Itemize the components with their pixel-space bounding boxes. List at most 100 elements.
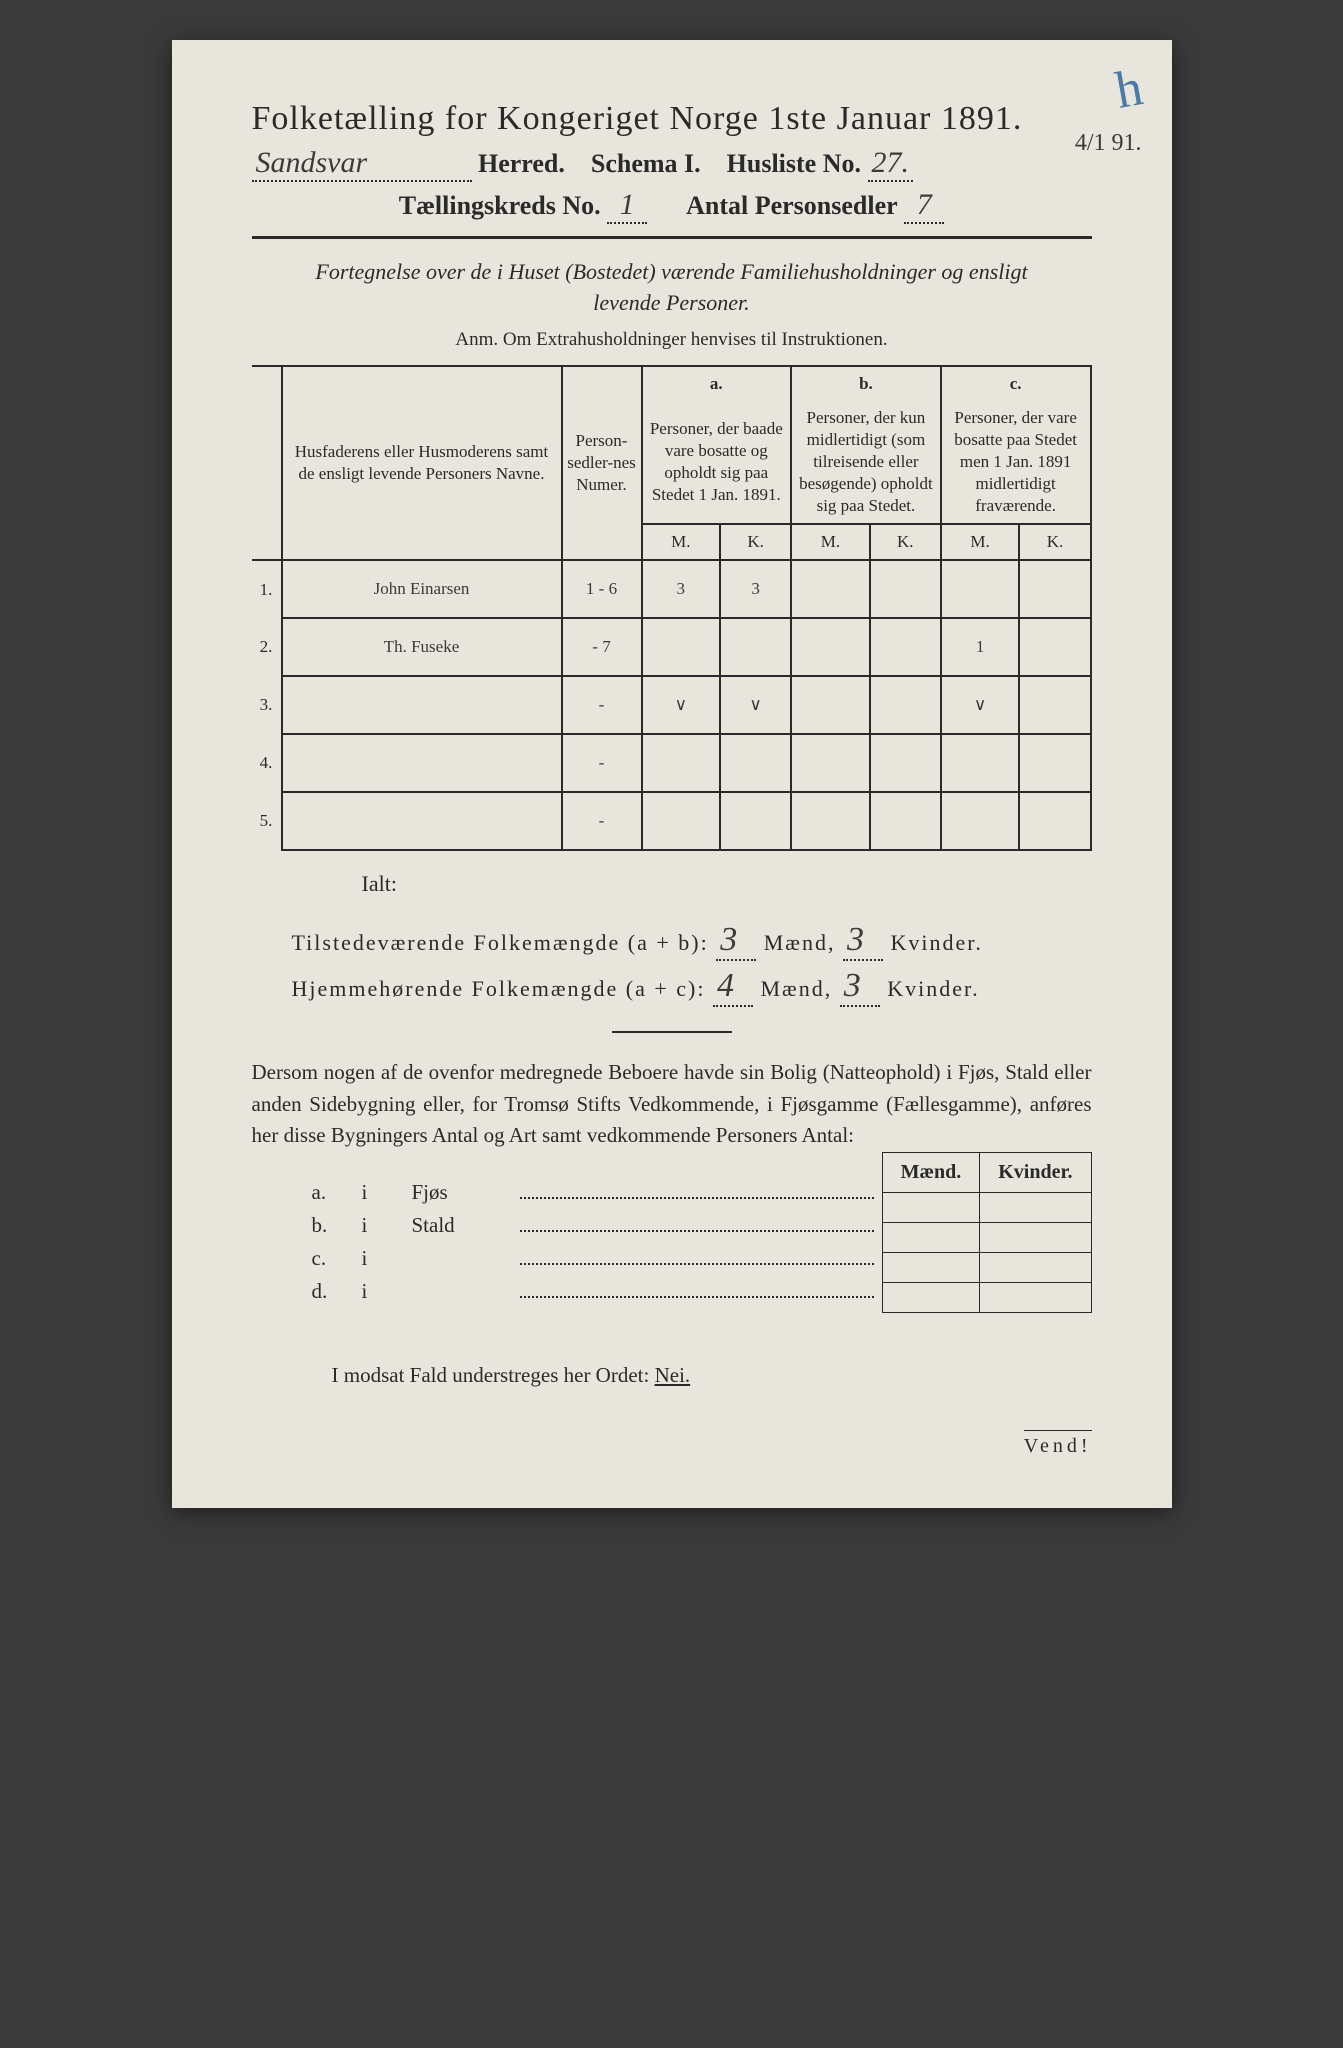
hjemme-k: 3: [840, 967, 880, 1007]
main-title: Folketælling for Kongeriget Norge 1ste J…: [252, 100, 1092, 138]
anm-note: Anm. Om Extrahusholdninger henvises til …: [252, 329, 1092, 351]
th-c: Personer, der vare bosatte paa Stedet me…: [941, 401, 1091, 524]
sb-dots: [520, 1244, 874, 1265]
divider: [252, 236, 1092, 239]
mk-table: Mænd. Kvinder.: [882, 1152, 1092, 1313]
cell-am: [642, 734, 721, 792]
cell-am: [642, 618, 721, 676]
row-number: 2.: [252, 618, 282, 676]
short-divider: [612, 1031, 732, 1033]
sb-dots: [520, 1211, 874, 1232]
cell-name: Th. Fuseke: [282, 618, 562, 676]
tilstede-m: 3: [716, 921, 756, 961]
table-row: 1.John Einarsen1 - 633: [252, 560, 1091, 618]
row-number: 1.: [252, 560, 282, 618]
schema-label: Schema I.: [591, 149, 701, 178]
census-form-page: h 4/1 91. Folketælling for Kongeriget No…: [172, 40, 1172, 1508]
antal-value: 7: [904, 188, 944, 224]
vend-label: Vend!: [1024, 1430, 1092, 1458]
table-row: 5.-: [252, 792, 1091, 850]
mk-maend: Mænd.: [882, 1152, 980, 1192]
husliste-label: Husliste No.: [727, 149, 861, 178]
tilstede-line: Tilstedeværende Folkemængde (a + b): 3 M…: [292, 921, 1092, 961]
cell-bm: [791, 676, 870, 734]
intro-text: Fortegnelse over de i Huset (Bostedet) v…: [252, 257, 1092, 319]
header-line-2: Tællingskreds No. 1 Antal Personsedler 7: [252, 188, 1092, 224]
table-row: 4.-: [252, 734, 1091, 792]
side-building-row: b.iStald: [312, 1211, 882, 1238]
census-table: Husfaderens eller Husmoderens samt de en…: [252, 365, 1092, 852]
th-c-letter: c.: [941, 366, 1091, 401]
th-a: Personer, der baade vare bosatte og opho…: [642, 401, 792, 524]
cell-am: ∨: [642, 676, 721, 734]
cell-ck: [1019, 792, 1090, 850]
cell-ck: [1019, 676, 1090, 734]
sb-i: i: [362, 1246, 412, 1271]
tilstede-label: Tilstedeværende Folkemængde (a + b):: [292, 930, 709, 955]
cell-cm: 1: [941, 618, 1020, 676]
cell-bm: [791, 560, 870, 618]
cell-cm: [941, 560, 1020, 618]
cell-am: [642, 792, 721, 850]
th-a-letter: a.: [642, 366, 792, 401]
intro-line1: Fortegnelse over de i Huset (Bostedet) v…: [315, 259, 1027, 284]
sb-name: Stald: [412, 1213, 512, 1238]
side-building-row: a.iFjøs: [312, 1178, 882, 1205]
row-number: 3.: [252, 676, 282, 734]
cell-bk: [870, 792, 941, 850]
cell-am: 3: [642, 560, 721, 618]
cell-ak: [720, 734, 791, 792]
row-number: 5.: [252, 792, 282, 850]
kreds-value: 1: [607, 188, 647, 224]
kvinder-label: Kvinder.: [890, 930, 982, 955]
corner-annotation: h: [1111, 58, 1147, 121]
sb-i: i: [362, 1180, 412, 1205]
nei-prefix: I modsat Fald understreges her Ordet:: [332, 1363, 655, 1387]
cell-ck: [1019, 734, 1090, 792]
cell-ak: [720, 618, 791, 676]
cell-cm: [941, 734, 1020, 792]
hjemme-m: 4: [713, 967, 753, 1007]
cell-numer: -: [562, 676, 642, 734]
th-b: Personer, der kun midlertidigt (som tilr…: [791, 401, 941, 524]
th-cm: M.: [941, 524, 1020, 560]
table-row: 2.Th. Fuseke- 71: [252, 618, 1091, 676]
cell-cm: ∨: [941, 676, 1020, 734]
sb-letter: c.: [312, 1246, 362, 1271]
herred-value: Sandsvar: [252, 146, 472, 182]
intro-line2: levende Personer.: [593, 290, 749, 315]
cell-name: John Einarsen: [282, 560, 562, 618]
cell-name: [282, 676, 562, 734]
cell-ak: [720, 792, 791, 850]
sb-name: Fjøs: [412, 1180, 512, 1205]
side-buildings-list: a.iFjøsb.iStaldc.id.i: [312, 1172, 882, 1310]
th-b-letter: b.: [791, 366, 941, 401]
hjemme-line: Hjemmehørende Folkemængde (a + c): 4 Mæn…: [292, 967, 1092, 1007]
maend-label: Mænd,: [764, 930, 836, 955]
tilstede-k: 3: [843, 921, 883, 961]
nei-word: Nei.: [655, 1363, 691, 1387]
th-bk: K.: [870, 524, 941, 560]
sb-dots: [520, 1277, 874, 1298]
husliste-value: 27.: [868, 146, 914, 182]
cell-bm: [791, 792, 870, 850]
herred-label: Herred.: [478, 149, 565, 178]
margin-date: 4/1 91.: [1075, 130, 1142, 157]
cell-ak: 3: [720, 560, 791, 618]
row-number: 4.: [252, 734, 282, 792]
kreds-label: Tællingskreds No.: [399, 191, 601, 220]
maend-label2: Mænd,: [760, 976, 832, 1001]
cell-bm: [791, 734, 870, 792]
th-numer: Person-sedler-nes Numer.: [562, 366, 642, 561]
hjemme-label: Hjemmehørende Folkemængde (a + c):: [292, 976, 706, 1001]
cell-numer: 1 - 6: [562, 560, 642, 618]
antal-label: Antal Personsedler: [686, 191, 898, 220]
th-names: Husfaderens eller Husmoderens samt de en…: [282, 366, 562, 561]
ialt-label: Ialt:: [362, 871, 1092, 897]
sb-letter: b.: [312, 1213, 362, 1238]
body-paragraph: Dersom nogen af de ovenfor medregnede Be…: [252, 1057, 1092, 1152]
cell-ck: [1019, 560, 1090, 618]
th-bm: M.: [791, 524, 870, 560]
cell-bk: [870, 676, 941, 734]
cell-ak: ∨: [720, 676, 791, 734]
